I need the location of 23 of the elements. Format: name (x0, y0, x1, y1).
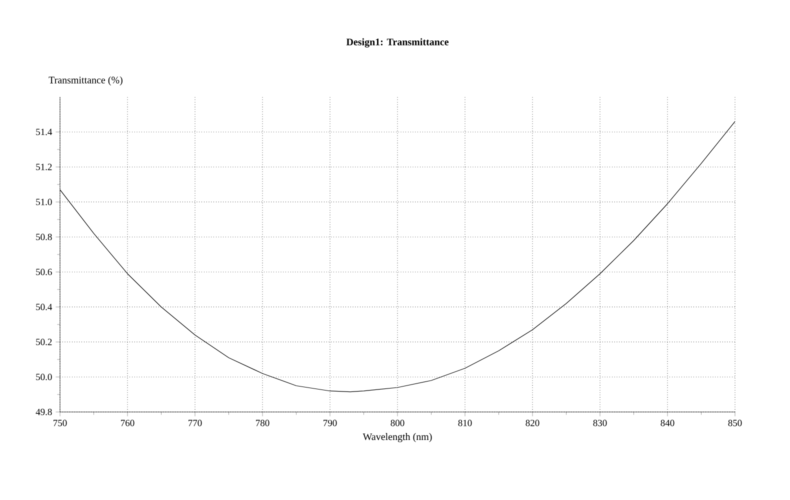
x-tick-label: 810 (458, 420, 472, 426)
y-tick-label: 51.0 (36, 198, 52, 206)
y-tick-label: 50.6 (36, 268, 52, 276)
x-tick-label: 820 (526, 420, 540, 426)
y-tick-label: 51.2 (36, 164, 52, 170)
x-tick-label: 800 (390, 420, 404, 426)
y-tick-label: 50.2 (36, 338, 52, 346)
x-tick-label: 770 (188, 420, 202, 426)
y-axis-title: Transmittance (%) (48, 76, 122, 86)
y-tick-label: 50.0 (36, 374, 52, 380)
x-axis-title: Wavelength (nm) (362, 433, 432, 442)
y-tick-label: 50.8 (36, 234, 52, 240)
x-tick-label: 750 (54, 420, 67, 426)
y-tick-label: 50.4 (36, 304, 52, 310)
x-tick-label: 830 (593, 420, 607, 426)
x-tick-label: 760 (121, 420, 134, 426)
y-tick-label: 49.8 (36, 408, 52, 416)
x-tick-label: 790 (324, 420, 337, 426)
y-tick-label: 51.4 (36, 128, 52, 136)
x-tick-label: 840 (660, 420, 674, 426)
x-tick-label: 850 (728, 420, 742, 426)
x-tick-label: 780 (256, 420, 270, 426)
chart-title: Design1: Transmittance (346, 38, 449, 48)
